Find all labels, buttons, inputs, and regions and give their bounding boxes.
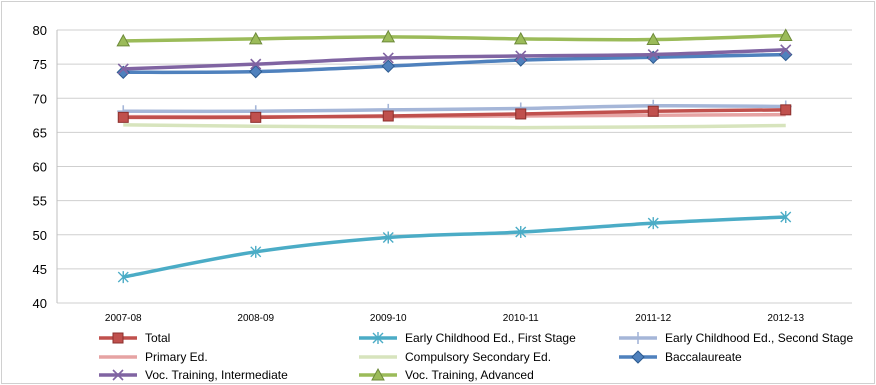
legend-label: Primary Ed. <box>145 350 208 364</box>
data-point <box>646 32 661 46</box>
data-point <box>250 58 262 70</box>
legend-marker <box>112 369 124 381</box>
data-point <box>248 31 263 45</box>
legend-label: Voc. Training, Advanced <box>405 368 534 382</box>
data-point <box>513 31 528 45</box>
y-tick-label: 40 <box>33 296 47 311</box>
data-point <box>515 50 527 62</box>
x-tick-label: 2012-13 <box>767 313 804 324</box>
data-point <box>647 105 659 117</box>
y-tick-label: 60 <box>33 160 47 175</box>
legend-label: Early Childhood Ed., First Stage <box>405 331 576 345</box>
series-line <box>122 215 786 279</box>
data-point <box>515 226 527 239</box>
x-tick-label: 2007-08 <box>105 313 142 324</box>
data-point <box>647 49 659 61</box>
data-point <box>382 231 394 244</box>
legend-label: Compulsory Secondary Ed. <box>405 350 551 364</box>
data-point <box>382 110 394 122</box>
legend-marker <box>112 332 124 344</box>
y-tick-label: 45 <box>33 262 47 277</box>
data-point <box>249 64 263 79</box>
legend-label: Baccalaureate <box>665 350 742 364</box>
series-line <box>123 108 786 120</box>
legend-marker <box>631 350 645 364</box>
y-tick-label: 55 <box>33 194 47 209</box>
data-point <box>515 108 527 120</box>
legend-marker <box>632 332 644 344</box>
x-tick-label: 2011-12 <box>635 313 671 324</box>
data-point <box>117 111 129 123</box>
data-point <box>117 63 129 75</box>
y-tick-label: 65 <box>33 125 47 140</box>
x-tick-label: 2009-10 <box>370 313 407 324</box>
data-point <box>780 211 792 224</box>
data-point <box>116 33 131 47</box>
y-tick-label: 50 <box>33 228 47 243</box>
data-point <box>780 44 792 56</box>
series-line <box>123 123 786 130</box>
data-point <box>381 29 396 43</box>
legend-label: Early Childhood Ed., Second Stage <box>665 331 853 345</box>
series-line <box>123 48 786 71</box>
series-line <box>123 103 786 114</box>
series-line <box>123 33 786 43</box>
data-point <box>381 59 395 73</box>
data-point <box>647 217 659 230</box>
y-tick-label: 80 <box>33 23 47 38</box>
data-point <box>117 271 129 284</box>
legend-marker <box>372 332 384 344</box>
x-tick-label: 2010-11 <box>503 313 539 324</box>
data-point <box>778 28 793 41</box>
x-tick-label: 2008-09 <box>237 313 274 324</box>
legend-label: Total <box>145 331 170 345</box>
legend-marker <box>371 367 385 381</box>
data-point <box>250 111 262 123</box>
y-tick-label: 70 <box>33 91 47 106</box>
series-line <box>123 52 786 75</box>
data-point <box>382 52 394 64</box>
data-point <box>780 104 792 116</box>
data-point <box>250 245 262 258</box>
legend-label: Voc. Training, Intermediate <box>145 368 288 382</box>
y-tick-label: 75 <box>33 57 47 72</box>
